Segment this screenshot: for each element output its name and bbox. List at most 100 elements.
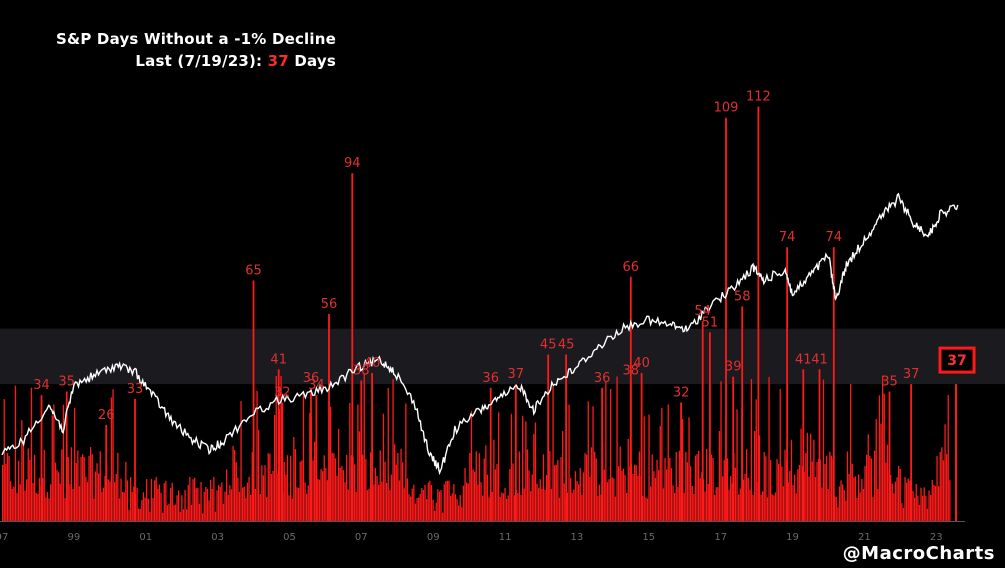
bar-417 [669, 458, 671, 521]
bar-560 [898, 466, 900, 521]
bar-402 [645, 497, 647, 521]
bar-12 [21, 420, 23, 521]
bar-583 [934, 486, 937, 521]
bar-395 [634, 464, 636, 521]
peak-label-15: 45 [540, 338, 557, 353]
peak-label-0: 34 [33, 378, 50, 393]
peak-label-1: 35 [58, 375, 75, 390]
x-tick-97: 97 [0, 532, 8, 543]
bar-266 [427, 482, 429, 521]
bar-493 [790, 439, 793, 521]
bar-53 [86, 482, 89, 521]
bar-206 [331, 452, 333, 521]
bar-294 [472, 469, 474, 521]
bar-66 [107, 479, 109, 521]
bar-547 [877, 488, 879, 521]
bar-105 [170, 487, 172, 521]
bar-333 [534, 422, 537, 521]
bar-469 [752, 494, 754, 521]
peak-bar-23 [709, 332, 711, 521]
bar-189 [304, 482, 306, 521]
x-tick-15: 15 [642, 532, 655, 543]
bar-265 [426, 499, 428, 521]
bar-385 [618, 466, 620, 521]
bar-373 [598, 484, 601, 521]
bar-178 [286, 455, 289, 521]
bar-356 [571, 492, 573, 521]
bar-518 [830, 455, 833, 521]
bar-517 [829, 451, 831, 521]
bar-530 [850, 383, 852, 521]
bar-376 [603, 469, 605, 521]
bar-272 [437, 489, 439, 521]
bar-526 [843, 489, 845, 521]
bar-363 [582, 472, 585, 521]
bar-397 [637, 475, 639, 521]
bar-279 [448, 480, 450, 521]
bar-177 [285, 474, 287, 521]
peak-label-17: 36 [594, 371, 611, 386]
bar-485 [778, 464, 780, 521]
bar-440 [706, 449, 708, 521]
peak-label-18: 66 [623, 260, 640, 275]
bar-570 [914, 497, 916, 521]
bar-160 [258, 429, 260, 521]
bar-497 [797, 469, 799, 521]
bar-241 [387, 387, 389, 521]
bar-295 [474, 471, 476, 521]
bar-158 [254, 489, 257, 521]
peak-bar-12 [371, 373, 373, 521]
bar-454 [728, 489, 730, 521]
bar-475 [762, 491, 764, 521]
bar-116 [187, 484, 189, 521]
bar-311 [499, 497, 501, 521]
bar-564 [904, 477, 906, 521]
bar-46 [75, 462, 77, 521]
subtitle-prefix: Last (7/19/23): [135, 52, 268, 70]
title-block: S&P Days Without a -1% Decline Last (7/1… [0, 28, 336, 72]
bar-406 [651, 454, 653, 521]
subtitle-suffix: Days [288, 52, 336, 70]
bar-285 [458, 505, 460, 521]
bar-288 [462, 485, 465, 521]
peak-bar-27 [757, 106, 760, 521]
bar-374 [600, 494, 602, 521]
peak-label-22: 54 [694, 304, 711, 319]
x-tick-21: 21 [858, 532, 871, 543]
bar-222 [357, 404, 359, 521]
bar-127 [205, 486, 207, 521]
bar-281 [451, 493, 453, 521]
bar-11 [19, 484, 21, 521]
bar-98 [158, 484, 161, 521]
bar-515 [826, 455, 828, 521]
bar-113 [182, 509, 185, 521]
bar-251 [403, 488, 405, 521]
x-tick-99: 99 [68, 532, 81, 543]
bar-407 [653, 471, 655, 521]
bar-166 [267, 453, 269, 521]
bar-148 [238, 491, 241, 521]
bar-149 [240, 401, 242, 521]
bar-591 [947, 395, 949, 521]
bar-370 [594, 451, 596, 521]
peak-bar-25 [732, 376, 735, 521]
bar-171 [275, 376, 277, 521]
bar-259 [416, 498, 418, 521]
bar-22 [37, 494, 39, 521]
bar-276 [443, 484, 445, 521]
bar-504 [808, 476, 810, 521]
bar-120 [194, 477, 196, 521]
peak-label-21: 32 [673, 386, 690, 401]
peak-label-29: 41 [795, 352, 812, 367]
bar-200 [322, 471, 324, 521]
bar-143 [230, 489, 233, 521]
bar-459 [736, 409, 738, 521]
bar-138 [222, 503, 225, 521]
bar-283 [454, 494, 457, 521]
bar-111 [179, 512, 181, 521]
peak-label-20: 40 [633, 356, 650, 371]
bar-422 [677, 487, 679, 521]
peak-label-16: 45 [558, 338, 575, 353]
bar-307 [493, 439, 495, 521]
